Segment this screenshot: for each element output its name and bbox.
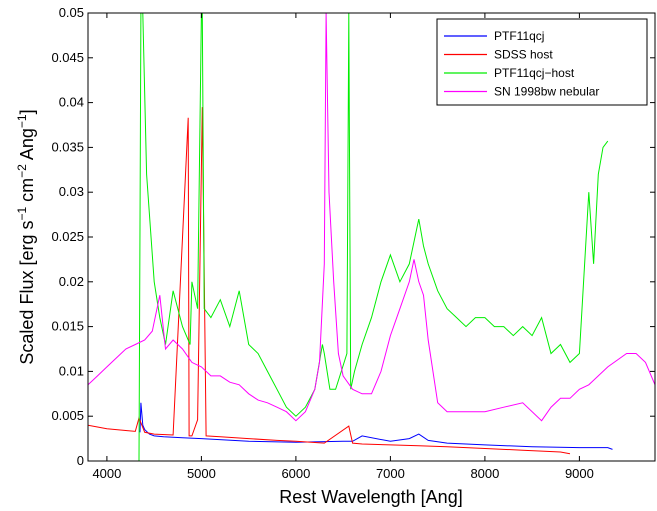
legend-box [436,18,648,106]
y-axis-label-exp-3: −1 [15,114,29,128]
y-tick-label: 0.01 [59,363,84,378]
y-axis-label-part-4: ] [17,109,37,114]
x-tick-label: 8000 [470,466,499,481]
y-axis-ticks: 0 0.005 0.01 0.015 0.02 0.025 0.03 0.035 0.04 0.0… [51,5,655,468]
y-axis-label: Scaled Flux [erg s−1 cm−2 Ang−1] [15,109,37,364]
y-tick-label: 0.045 [51,50,84,65]
x-tick-label: 5000 [187,466,216,481]
series-line-1 [88,107,571,455]
y-tick-label: 0.015 [51,319,84,334]
y-axis-label-part-1: Scaled Flux [erg s [17,221,37,365]
y-tick-label: 0.03 [59,184,84,199]
x-tick-label: 9000 [565,466,594,481]
legend-label-2: PTF11qcj−host [494,66,575,80]
x-tick-label: 6000 [281,466,310,481]
series-layer [88,13,655,461]
x-tick-label: 7000 [376,466,405,481]
y-axis-label-part-3: Ang [17,128,37,164]
y-tick-label: 0.02 [59,274,84,289]
series-line-2 [138,13,609,461]
y-tick-label: 0.025 [51,229,84,244]
y-axis-label-exp-2: −2 [15,164,29,178]
legend: PTF11qcj SDSS host PTF11qcj−host SN 1998bw … [436,18,648,106]
legend-label-1: SDSS host [494,48,553,62]
series-line-3 [88,13,655,422]
legend-label-3: SN 1998bw nebular [494,85,599,99]
x-axis-ticks: 4000 5000 6000 7000 8000 9000 [92,13,594,481]
y-tick-label: 0.035 [51,139,84,154]
y-tick-label: 0 [77,453,84,468]
x-axis-label: Rest Wavelength [Ang] [279,487,462,507]
y-tick-label: 0.04 [59,95,84,110]
x-tick-label: 4000 [92,466,121,481]
legend-label-0: PTF11qcj [494,29,544,43]
y-tick-label: 0.005 [51,408,84,423]
y-tick-label: 0.05 [59,5,84,20]
y-axis-label-exp-1: −1 [15,207,29,221]
y-axis-label-part-2: cm [17,178,37,207]
